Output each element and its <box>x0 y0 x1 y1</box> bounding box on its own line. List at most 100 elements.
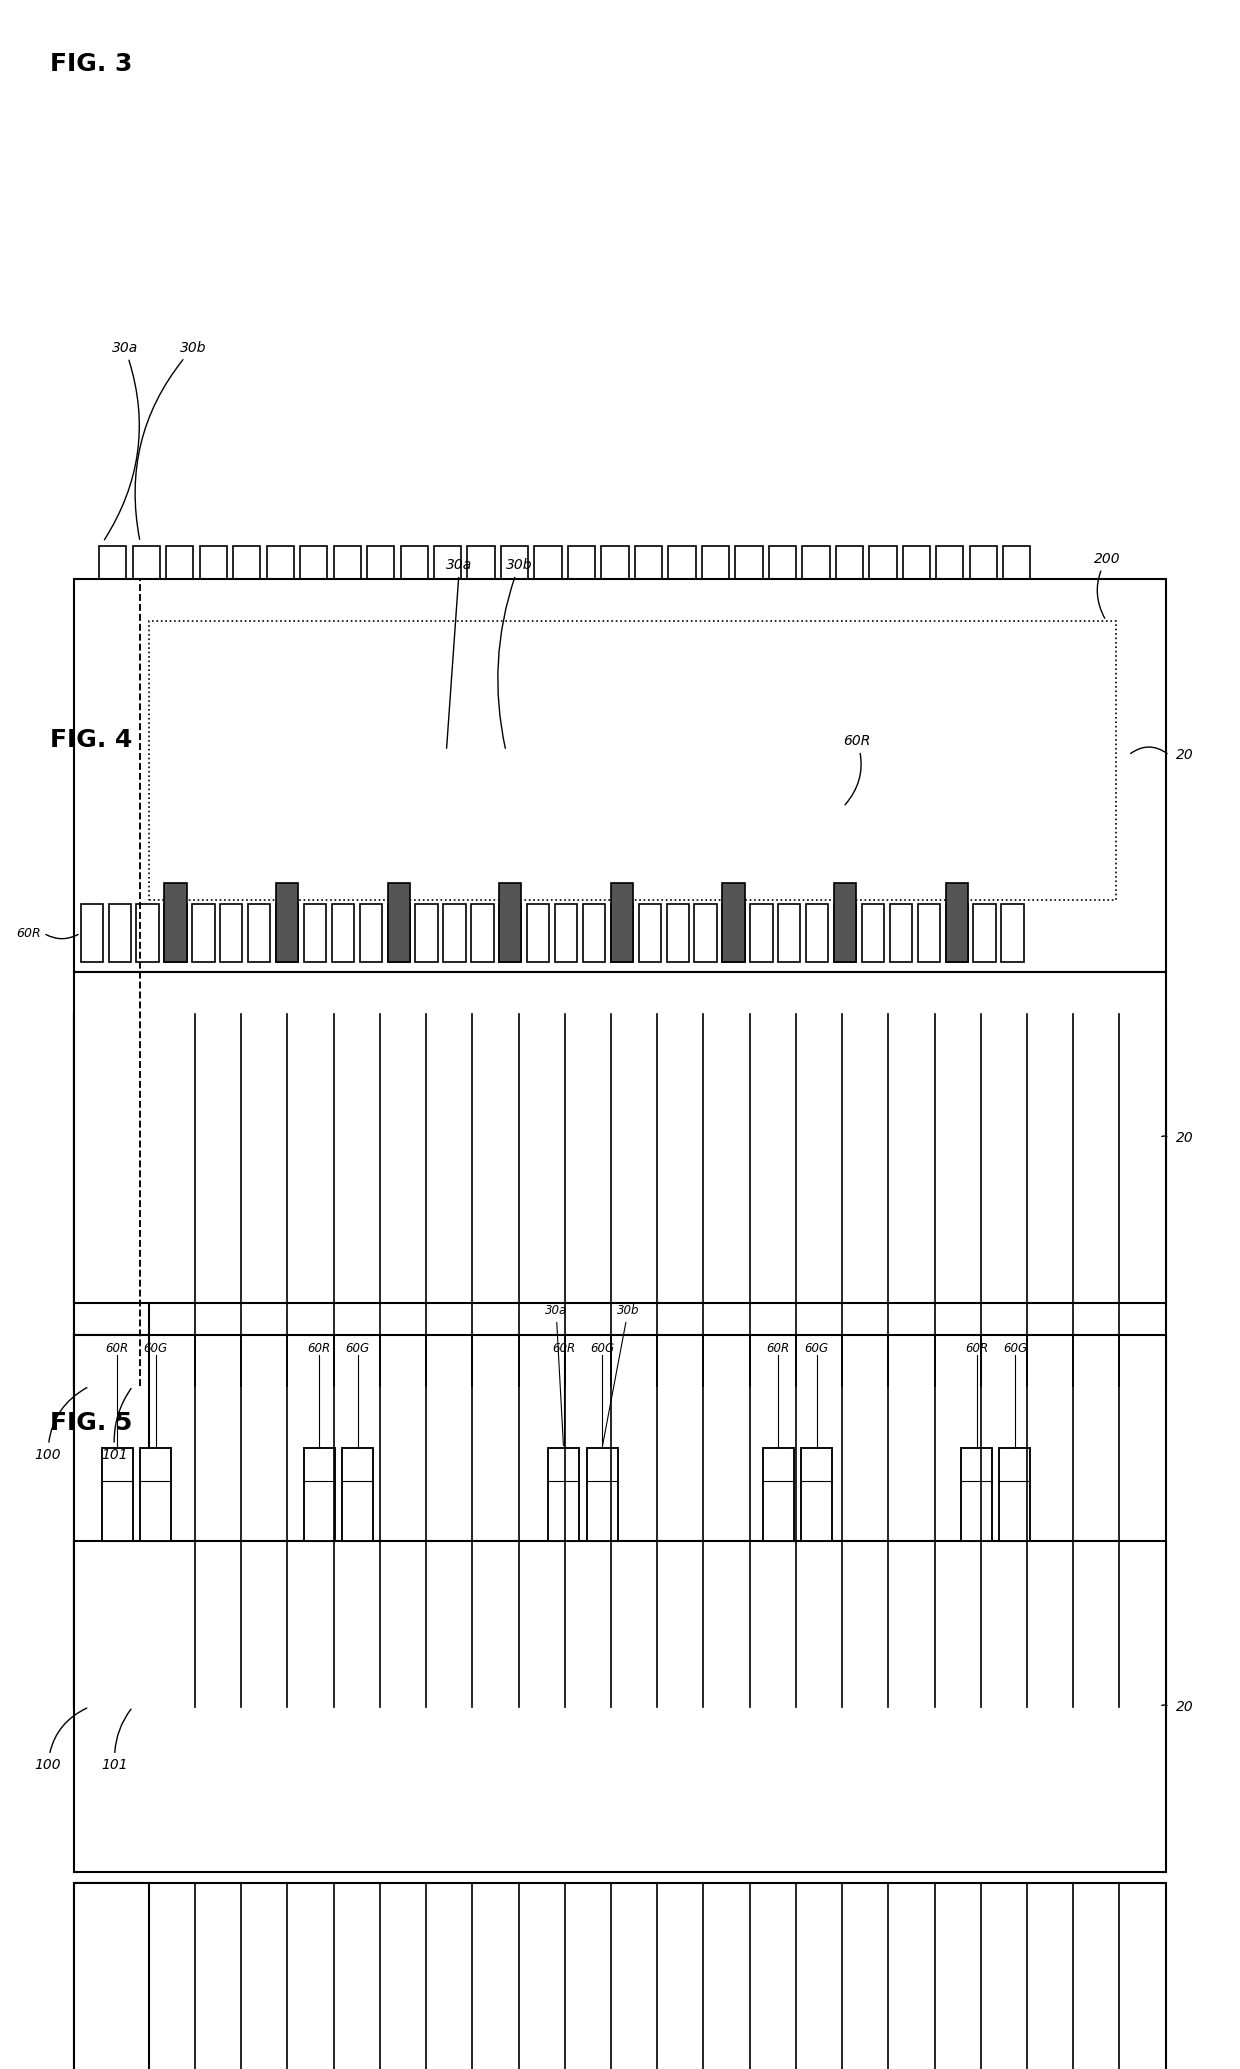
Text: 30b: 30b <box>603 1303 640 1446</box>
Bar <box>806 904 828 962</box>
Bar <box>300 546 327 579</box>
Bar <box>611 883 632 962</box>
Bar <box>74 1014 1166 1386</box>
Bar <box>548 1448 579 1541</box>
Bar <box>99 546 126 579</box>
Bar <box>74 1014 149 1386</box>
Text: 20: 20 <box>1176 1701 1193 1713</box>
Bar <box>136 904 159 962</box>
Bar <box>74 1883 149 2069</box>
Bar <box>801 1448 832 1541</box>
Bar <box>918 904 940 962</box>
Bar <box>434 546 461 579</box>
Bar <box>133 546 160 579</box>
Bar <box>890 904 913 962</box>
Bar <box>527 904 549 962</box>
Bar <box>74 1541 1166 1872</box>
Bar <box>267 546 294 579</box>
Bar <box>74 1335 1166 1707</box>
Bar <box>149 621 1116 900</box>
Bar <box>81 904 103 962</box>
Text: FIG. 5: FIG. 5 <box>50 1411 131 1436</box>
Bar <box>769 546 796 579</box>
Bar <box>275 883 298 962</box>
Bar <box>534 546 562 579</box>
Bar <box>304 904 326 962</box>
Text: 60G: 60G <box>805 1343 828 1355</box>
Bar <box>583 904 605 962</box>
Text: 30b: 30b <box>497 559 532 749</box>
Text: 100: 100 <box>35 1709 87 1771</box>
Bar <box>945 883 968 962</box>
Text: 30a: 30a <box>546 1303 567 1446</box>
Bar <box>444 904 466 962</box>
Bar <box>961 1448 992 1541</box>
Bar <box>200 546 227 579</box>
Bar <box>722 883 745 962</box>
Bar <box>401 546 428 579</box>
Bar <box>498 883 521 962</box>
Bar <box>471 904 494 962</box>
Bar <box>601 546 629 579</box>
Bar <box>140 1448 171 1541</box>
Bar <box>166 546 193 579</box>
Bar <box>192 904 215 962</box>
Bar <box>735 546 763 579</box>
Bar <box>970 546 997 579</box>
Bar <box>74 1883 1166 2069</box>
Text: 60R: 60R <box>766 1343 790 1355</box>
Text: 101: 101 <box>102 1709 131 1771</box>
Bar <box>415 904 438 962</box>
Text: 60R: 60R <box>843 734 870 805</box>
Text: 60R: 60R <box>965 1343 988 1355</box>
Bar <box>611 904 632 962</box>
Bar <box>221 904 242 962</box>
Text: FIG. 3: FIG. 3 <box>50 52 131 77</box>
Bar <box>1003 546 1030 579</box>
Bar <box>833 904 856 962</box>
Bar <box>334 546 361 579</box>
Bar <box>109 904 131 962</box>
Text: 60R: 60R <box>552 1343 575 1355</box>
Bar <box>999 1448 1030 1541</box>
Bar <box>635 546 662 579</box>
Bar <box>862 904 884 962</box>
Bar <box>763 1448 794 1541</box>
Bar <box>836 546 863 579</box>
Text: 60G: 60G <box>1003 1343 1027 1355</box>
Text: 30a: 30a <box>104 341 139 540</box>
Bar <box>639 904 661 962</box>
Text: 30b: 30b <box>135 341 206 540</box>
Bar <box>164 904 186 962</box>
Bar <box>750 904 773 962</box>
Bar <box>102 1448 133 1541</box>
Bar <box>331 904 355 962</box>
Bar <box>74 579 1166 972</box>
Text: 60G: 60G <box>144 1343 167 1355</box>
Bar <box>367 546 394 579</box>
Bar <box>342 1448 373 1541</box>
Bar <box>387 904 409 962</box>
Text: 60R: 60R <box>16 927 41 939</box>
Bar <box>164 883 186 962</box>
Text: 20: 20 <box>1176 1132 1193 1144</box>
Bar <box>667 904 689 962</box>
Bar <box>248 904 270 962</box>
Bar <box>973 904 996 962</box>
Text: 60R: 60R <box>308 1343 331 1355</box>
Text: 60R: 60R <box>105 1343 129 1355</box>
Bar <box>233 546 260 579</box>
Text: 30a: 30a <box>446 559 472 749</box>
Bar <box>501 546 528 579</box>
Bar <box>694 904 717 962</box>
Text: FIG. 4: FIG. 4 <box>50 728 131 753</box>
Bar <box>568 546 595 579</box>
Bar <box>936 546 963 579</box>
Text: 60G: 60G <box>346 1343 370 1355</box>
Bar <box>74 1335 149 1707</box>
Bar <box>869 546 897 579</box>
Bar <box>587 1448 618 1541</box>
Bar <box>556 904 578 962</box>
Bar <box>387 883 409 962</box>
Bar <box>74 972 1166 1303</box>
